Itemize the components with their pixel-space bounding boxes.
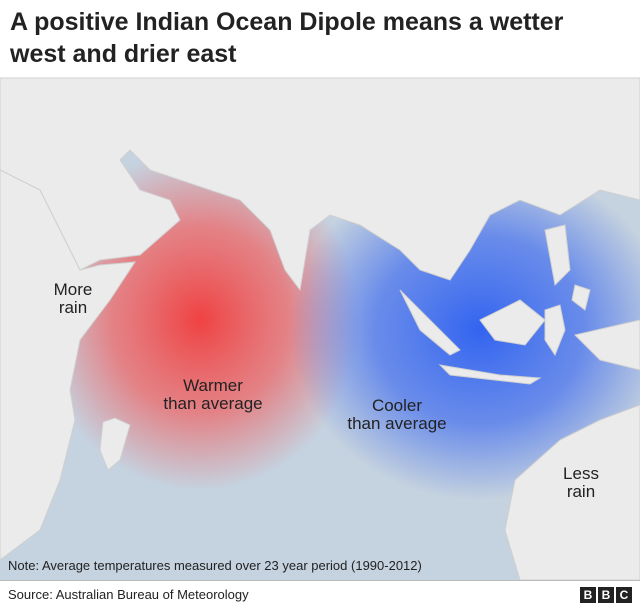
- map-label: Less: [563, 464, 599, 483]
- logo: B B C: [580, 587, 632, 603]
- map-label: Warmer: [183, 376, 243, 395]
- map-label: rain: [567, 482, 595, 501]
- logo-letter: B: [580, 587, 596, 603]
- map-label: rain: [59, 298, 87, 317]
- land: [0, 77, 640, 580]
- source: Source: Australian Bureau of Meteorology: [8, 587, 249, 602]
- logo-letter: B: [598, 587, 614, 603]
- logo-letter: C: [616, 587, 632, 603]
- map-label: than average: [163, 394, 262, 413]
- note: Note: Average temperatures measured over…: [8, 558, 422, 573]
- map-label: More: [54, 280, 93, 299]
- map-label: than average: [347, 414, 446, 433]
- title: A positive Indian Ocean Dipole means a w…: [10, 8, 564, 68]
- map-label: Cooler: [372, 396, 422, 415]
- footer: Source: Australian Bureau of Meteorology…: [0, 580, 640, 609]
